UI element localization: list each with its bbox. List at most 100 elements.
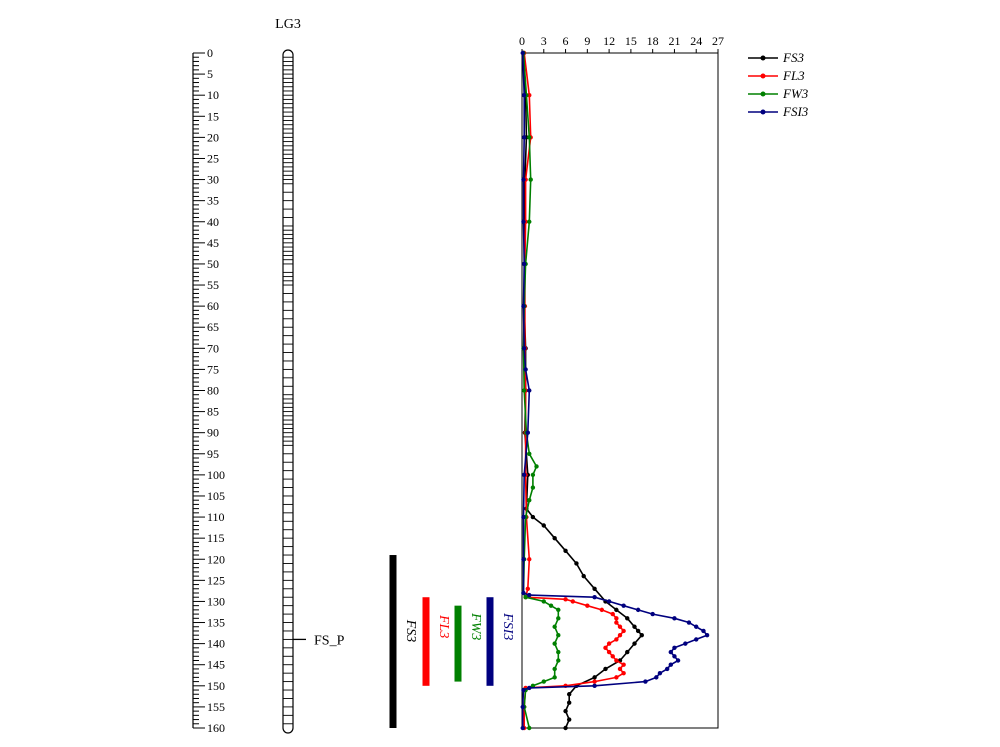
data-point-fl3 [599,607,605,613]
data-point-fl3 [585,603,590,608]
data-point-fsi3 [521,303,526,309]
data-point-fsi3 [521,261,527,267]
lod-tick-label: 0 [519,34,525,48]
data-point-fsi3 [635,607,641,613]
series-line-fsi3 [521,52,708,728]
data-point-fw3 [541,679,546,684]
lod-tick-label: 18 [647,34,659,48]
data-point-fsi3 [675,658,681,663]
data-point-fw3 [530,472,536,478]
data-point-fw3 [530,683,536,689]
data-point-fl3 [614,675,619,680]
data-point-fw3 [556,616,561,621]
cm-ruler-axis: 0 5 10 15 20 25 30 35 40 45 50 55 60 65 70 75 80 85 90 95 10… [192,46,225,735]
cm-tick-label: 130 [207,594,225,608]
cm-tick-label: 60 [207,299,219,313]
data-point-fs3 [603,666,608,672]
data-point-fw3 [527,497,532,503]
data-point-fsi3 [527,388,532,393]
data-point-fw3 [527,219,532,224]
data-point-fsi3 [521,219,526,224]
data-point-fl3 [563,597,568,602]
legend-label-fl3: FL3 [782,68,805,83]
qtl-bar-fs3 [389,555,397,728]
cm-tick-label: 95 [207,447,219,461]
data-point-fs3 [541,523,546,528]
cm-tick-label: 15 [207,109,219,123]
series-line-fl3 [523,52,625,728]
data-point-fsi3 [683,641,688,646]
cm-tick-label: 135 [207,616,225,630]
legend-marker-fsi3 [760,109,766,115]
data-point-fsi3 [523,367,528,372]
data-point-fsi3 [621,603,626,608]
data-point-fw3 [530,485,536,490]
data-point-fl3 [617,632,623,638]
data-point-fs3 [592,586,597,591]
data-point-fs3 [566,700,572,705]
data-point-fw3 [521,388,527,393]
data-point-fw3 [556,658,561,663]
data-point-fsi3 [521,346,527,351]
data-point-fl3 [525,586,531,591]
data-point-fsi3 [704,632,710,638]
cm-tick-label: 75 [207,362,219,376]
cm-tick-label: 65 [207,320,219,334]
data-point-fw3 [552,641,557,646]
data-point-fs3 [566,717,572,722]
data-point-fw3 [528,177,533,182]
data-point-fs3 [632,641,637,646]
cm-tick-label: 10 [207,88,219,102]
qtl-bar-fsi3 [486,597,494,686]
data-point-fsi3 [521,514,526,520]
data-point-fsi3 [643,679,648,684]
cm-tick-label: 20 [207,130,219,144]
data-point-fw3 [541,599,546,604]
qtl-bar-fw3 [454,605,462,682]
series-line-fs3 [522,52,643,729]
data-point-fsi3 [694,624,699,629]
data-point-fs3 [563,708,568,714]
data-point-fl3 [603,645,608,651]
data-point-fw3 [548,603,554,608]
lod-tick-label: 21 [668,34,680,48]
lod-tick-label: 12 [603,34,615,48]
data-point-fw3 [552,624,557,629]
data-point-fs3 [625,616,630,621]
linkage-group-title: LG3 [275,17,301,32]
data-point-fsi3 [527,685,532,691]
cm-tick-label: 50 [207,257,219,271]
lod-axis: 0 3 6 9 12 15 18 21 24 27 [519,34,724,53]
data-point-fw3 [556,632,561,638]
data-point-fl3 [614,620,619,625]
data-point-fl3 [621,662,626,667]
lod-plot: 0 3 6 9 12 15 18 21 24 27 [519,34,724,731]
data-point-fsi3 [521,177,526,182]
legend-marker-fl3 [760,73,766,79]
data-point-fs3 [530,514,536,520]
lod-tick-label: 3 [541,34,547,48]
data-point-fw3 [527,451,532,456]
cm-tick-label: 35 [207,194,219,208]
marker-annotation: FS_P [293,633,345,648]
data-point-fsi3 [668,662,674,667]
data-point-fl3 [610,611,615,617]
data-point-fsi3 [606,599,612,604]
cm-tick-label: 85 [207,405,219,419]
data-point-fw3 [523,595,528,600]
data-point-fs3 [574,561,579,566]
legend-marker-fw3 [760,91,766,97]
data-point-fl3 [614,616,619,621]
cm-tick-label: 150 [207,679,225,693]
legend: FS3 FL3 FW3 FSI3 [748,50,809,119]
data-point-fsi3 [521,472,527,478]
qtl-bar-label-fsi3: FSI3 [500,612,515,640]
data-point-fs3 [639,632,644,638]
cm-tick-label: 140 [207,637,225,651]
data-point-fsi3 [521,687,526,693]
data-point-fl3 [592,679,597,684]
cm-tick-label: 0 [207,46,213,60]
data-point-fw3 [534,464,539,469]
data-point-fsi3 [592,595,597,600]
